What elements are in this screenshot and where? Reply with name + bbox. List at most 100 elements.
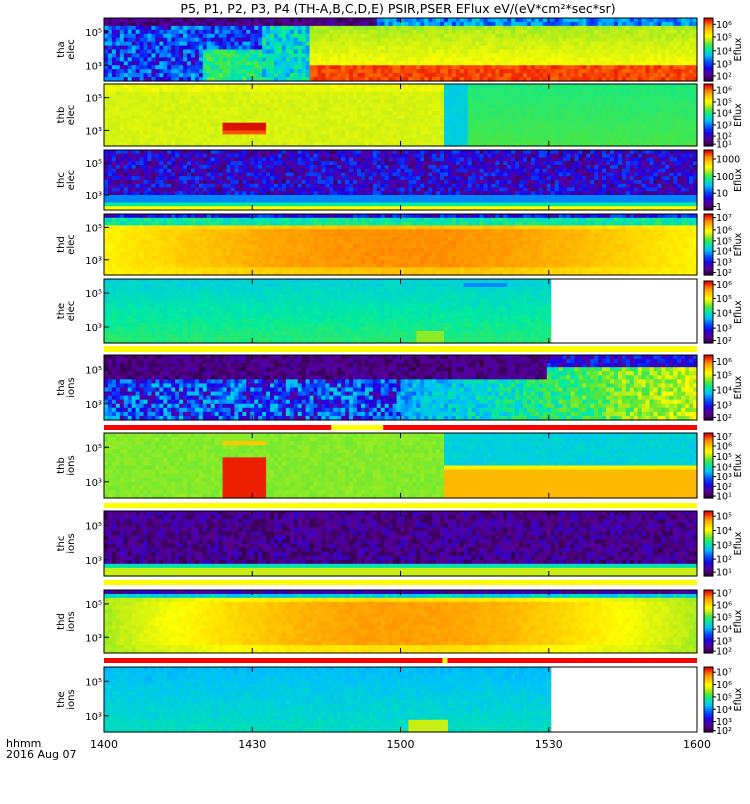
heatmap-cell — [416, 115, 421, 119]
heatmap-cell — [128, 84, 133, 88]
heatmap-cell — [689, 18, 694, 23]
heatmap-cell — [329, 50, 334, 55]
heatmap-cell — [341, 84, 346, 88]
heatmap-cell — [567, 84, 572, 88]
heatmap-cell — [460, 115, 465, 119]
heatmap-cell — [630, 107, 635, 111]
heatmap-cell — [650, 123, 655, 127]
heatmap-cell — [290, 53, 295, 58]
heatmap-cell — [484, 42, 489, 47]
heatmap-cell — [586, 119, 591, 123]
heatmap-cell — [262, 107, 267, 111]
heatmap-cell — [448, 46, 453, 51]
heatmap-cell — [353, 138, 358, 142]
heatmap-cell — [369, 65, 374, 70]
heatmap-cell — [404, 34, 409, 39]
heatmap-cell — [642, 50, 647, 55]
heatmap-cell — [590, 127, 595, 131]
heatmap-cell — [234, 61, 239, 66]
heatmap-cell — [638, 84, 643, 88]
heatmap-cell — [673, 131, 678, 135]
heatmap-cell — [428, 84, 433, 88]
heatmap-cell — [618, 22, 623, 27]
heatmap-cell — [598, 103, 603, 107]
heatmap-cell — [555, 88, 560, 92]
heatmap-cell — [424, 38, 429, 43]
heatmap-cell — [104, 134, 109, 138]
heatmap-cell — [563, 103, 568, 107]
heatmap-cell — [582, 34, 587, 39]
heatmap-cell — [650, 103, 655, 107]
heatmap-cell — [432, 134, 437, 138]
heatmap-cell — [464, 123, 469, 127]
heatmap-cell — [286, 88, 291, 92]
heatmap-cell — [298, 119, 303, 123]
heatmap-cell — [416, 138, 421, 142]
heatmap-cell — [634, 119, 639, 123]
heatmap-cell — [555, 100, 560, 104]
heatmap-cell — [646, 103, 651, 107]
heatmap-cell — [104, 73, 109, 78]
heatmap-cell — [337, 61, 342, 66]
heatmap-cell — [590, 18, 595, 23]
heatmap-cell — [602, 111, 607, 115]
heatmap-cell — [337, 42, 342, 47]
heatmap-cell — [448, 42, 453, 47]
heatmap-cell — [464, 57, 469, 62]
heatmap-cell — [286, 123, 291, 127]
heatmap-cell — [642, 69, 647, 74]
heatmap-cell — [468, 42, 473, 47]
heatmap-cell — [140, 150, 145, 154]
heatmap-cell — [341, 131, 346, 135]
heatmap-cell — [207, 131, 212, 135]
heatmap-cell — [325, 111, 330, 115]
heatmap-cell — [487, 69, 492, 74]
heatmap-cell — [302, 53, 307, 58]
heatmap-cell — [132, 61, 137, 66]
heatmap-cell — [223, 57, 228, 62]
heatmap-cell — [159, 119, 164, 123]
heatmap-cell — [353, 22, 358, 27]
heatmap-cell — [254, 18, 259, 23]
heatmap-cell — [650, 46, 655, 51]
heatmap-cell — [175, 73, 180, 78]
heatmap-cell — [377, 131, 382, 135]
heatmap-cell — [306, 138, 311, 142]
heatmap-cell — [452, 22, 457, 27]
heatmap-cell — [175, 103, 180, 107]
heatmap-cell — [543, 22, 548, 27]
heatmap-cell — [420, 134, 425, 138]
heatmap-cell — [353, 61, 358, 66]
heatmap-cell — [341, 38, 346, 43]
heatmap-cell — [187, 18, 192, 23]
heatmap-cell — [294, 46, 299, 51]
heatmap-cell — [499, 34, 504, 39]
heatmap-cell — [325, 92, 330, 96]
heatmap-cell — [377, 100, 382, 104]
heatmap-cell — [416, 131, 421, 135]
heatmap-cell — [642, 92, 647, 96]
heatmap-cell — [306, 73, 311, 78]
heatmap-cell — [136, 131, 141, 135]
heatmap-cell — [614, 107, 619, 111]
heatmap-cell — [586, 134, 591, 138]
heatmap-cell — [389, 57, 394, 62]
heatmap-cell — [523, 84, 528, 88]
heatmap-cell — [337, 22, 342, 27]
heatmap-cell — [163, 26, 168, 31]
heatmap-cell — [401, 84, 406, 88]
heatmap-cell — [258, 46, 263, 51]
heatmap-cell — [238, 50, 243, 55]
heatmap-cell — [673, 30, 678, 35]
heatmap-cell — [495, 131, 500, 135]
heatmap-cell — [650, 57, 655, 62]
heatmap-cell — [665, 107, 670, 111]
heatmap-cell — [393, 100, 398, 104]
heatmap-cell — [646, 134, 651, 138]
heatmap-cell — [416, 134, 421, 138]
heatmap-cell — [578, 84, 583, 88]
heatmap-cell — [345, 65, 350, 70]
heatmap-cell — [669, 22, 674, 27]
heatmap-cell — [567, 115, 572, 119]
heatmap-cell — [254, 123, 259, 127]
